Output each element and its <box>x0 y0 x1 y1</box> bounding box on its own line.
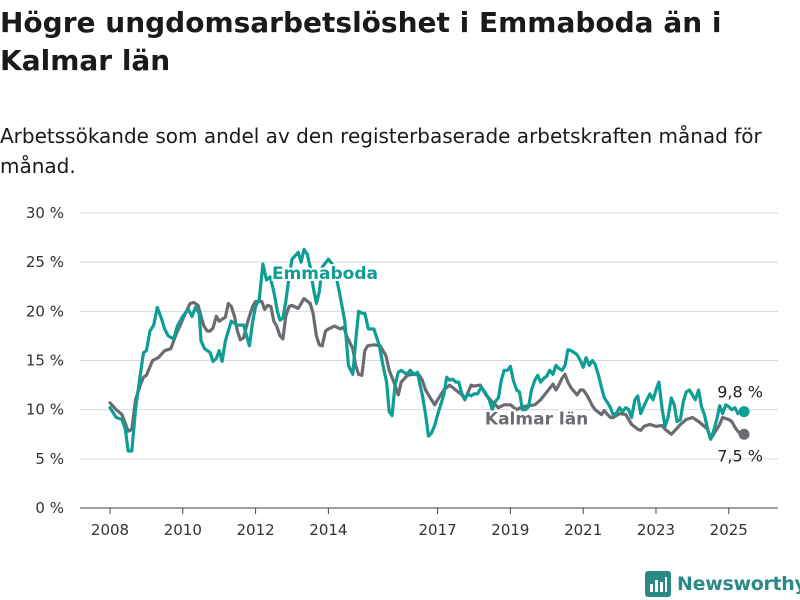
series-end-label-emmaboda: 9,8 % <box>717 383 763 402</box>
y-tick-label: 25 % <box>26 253 64 271</box>
chart-title: Högre ungdomsarbetslöshet i Emmaboda än … <box>0 6 722 77</box>
y-tick-label: 20 % <box>26 302 64 320</box>
series-end-marker-kalmar-lan <box>738 428 750 440</box>
brand-logo: Newsworthy <box>645 568 800 600</box>
series-line-emmaboda <box>108 247 746 453</box>
y-tick-label: 0 % <box>35 499 64 517</box>
x-tick-label: 2025 <box>710 521 748 539</box>
y-tick-label: 10 % <box>26 401 64 419</box>
chart-subtitle: Arbetssökande som andel av den registerb… <box>0 124 762 178</box>
line-chart: 0 % 5 % 10 % 15 % 20 % 25 % 30 % 2008 2010 2012 20… <box>26 204 778 539</box>
x-tick-label: 2019 <box>491 521 529 539</box>
y-tick-label: 15 % <box>26 352 64 370</box>
x-tick-label: 2010 <box>164 521 202 539</box>
series-line-kalmar-lan <box>108 296 746 441</box>
x-tick-label: 2012 <box>237 521 275 539</box>
x-tick-label: 2014 <box>309 521 347 539</box>
series-label-kalmar-lan: Kalmar län <box>485 409 588 429</box>
x-tick-label: 2023 <box>637 521 675 539</box>
x-tick-label: 2021 <box>564 521 602 539</box>
series-end-marker-emmaboda <box>738 406 750 418</box>
x-tick-label: 2008 <box>91 521 129 539</box>
series-label-emmaboda: Emmaboda <box>272 264 378 284</box>
series-end-label-kalmar-lan: 7,5 % <box>717 446 763 465</box>
brand-name: Newsworthy <box>677 573 800 595</box>
y-tick-label: 5 % <box>35 450 64 468</box>
y-tick-label: 30 % <box>26 204 64 222</box>
x-tick-label: 2017 <box>418 521 456 539</box>
newsworthy-logo-icon <box>645 571 671 597</box>
